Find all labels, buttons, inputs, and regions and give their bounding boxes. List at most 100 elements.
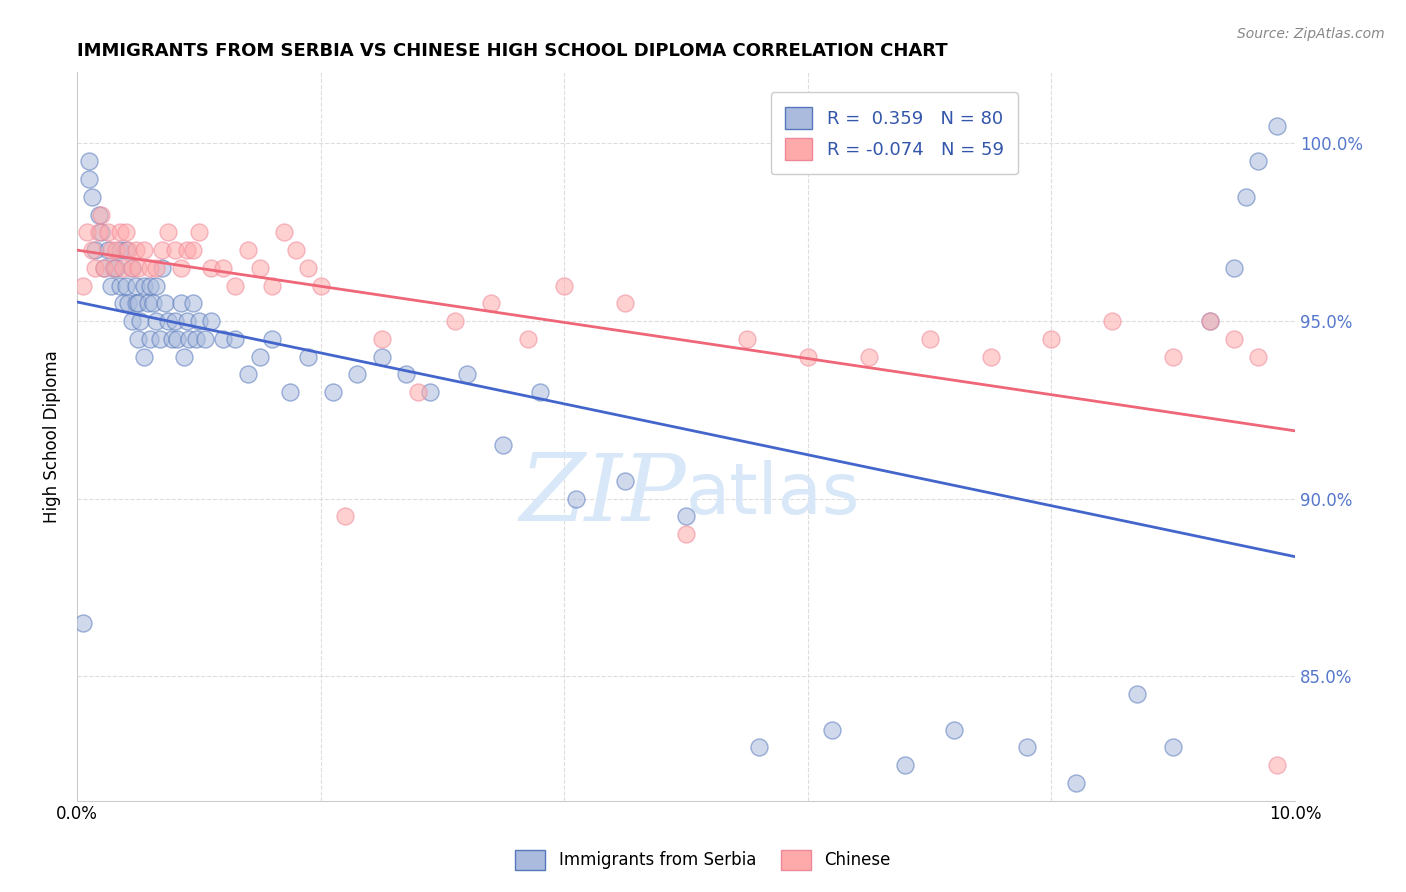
Point bbox=[333, 509, 356, 524]
Point bbox=[1040, 332, 1063, 346]
Point bbox=[108, 278, 131, 293]
Point bbox=[84, 260, 107, 275]
Point bbox=[194, 332, 217, 346]
Point bbox=[186, 332, 208, 346]
Point bbox=[212, 332, 235, 346]
Point bbox=[370, 350, 392, 364]
Point bbox=[105, 243, 128, 257]
Point bbox=[77, 172, 100, 186]
Point bbox=[105, 260, 128, 275]
Point bbox=[260, 278, 283, 293]
Point bbox=[443, 314, 465, 328]
Point bbox=[153, 296, 176, 310]
Point bbox=[80, 190, 103, 204]
Point bbox=[173, 350, 195, 364]
Point bbox=[278, 385, 301, 400]
Point bbox=[297, 350, 319, 364]
Point bbox=[169, 260, 191, 275]
Text: IMMIGRANTS FROM SERBIA VS CHINESE HIGH SCHOOL DIPLOMA CORRELATION CHART: IMMIGRANTS FROM SERBIA VS CHINESE HIGH S… bbox=[77, 42, 948, 60]
Point bbox=[121, 260, 143, 275]
Point bbox=[492, 438, 515, 452]
Point bbox=[797, 350, 820, 364]
Point bbox=[1101, 314, 1123, 328]
Point bbox=[132, 350, 155, 364]
Point bbox=[675, 527, 697, 541]
Point bbox=[121, 314, 143, 328]
Point bbox=[163, 314, 186, 328]
Point bbox=[1265, 119, 1288, 133]
Point bbox=[87, 207, 110, 221]
Point bbox=[1198, 314, 1220, 328]
Legend: R =  0.359   N = 80, R = -0.074   N = 59: R = 0.359 N = 80, R = -0.074 N = 59 bbox=[770, 93, 1018, 174]
Text: atlas: atlas bbox=[686, 460, 860, 529]
Text: ZIP: ZIP bbox=[519, 450, 686, 540]
Point bbox=[273, 225, 295, 239]
Point bbox=[157, 225, 180, 239]
Point bbox=[479, 296, 502, 310]
Point bbox=[1223, 260, 1246, 275]
Point bbox=[176, 243, 198, 257]
Point bbox=[1223, 332, 1246, 346]
Point bbox=[249, 350, 271, 364]
Point bbox=[149, 332, 172, 346]
Point bbox=[139, 260, 162, 275]
Point bbox=[129, 314, 152, 328]
Point bbox=[145, 278, 167, 293]
Point bbox=[614, 296, 637, 310]
Point bbox=[894, 758, 917, 772]
Point bbox=[236, 368, 259, 382]
Point bbox=[96, 243, 118, 257]
Point bbox=[103, 260, 125, 275]
Point bbox=[127, 260, 149, 275]
Point bbox=[181, 243, 204, 257]
Point bbox=[176, 314, 198, 328]
Point bbox=[139, 332, 162, 346]
Point bbox=[529, 385, 551, 400]
Point bbox=[236, 243, 259, 257]
Point bbox=[72, 278, 94, 293]
Point bbox=[121, 260, 143, 275]
Point bbox=[1064, 776, 1087, 790]
Point bbox=[1161, 350, 1184, 364]
Point bbox=[187, 314, 209, 328]
Point bbox=[145, 260, 167, 275]
Point bbox=[90, 207, 112, 221]
Point bbox=[124, 243, 146, 257]
Point bbox=[139, 278, 162, 293]
Point bbox=[150, 260, 173, 275]
Point bbox=[87, 225, 110, 239]
Point bbox=[142, 296, 165, 310]
Point bbox=[346, 368, 368, 382]
Point bbox=[1234, 190, 1257, 204]
Point bbox=[309, 278, 332, 293]
Point bbox=[166, 332, 188, 346]
Point bbox=[93, 260, 115, 275]
Point bbox=[150, 243, 173, 257]
Point bbox=[127, 296, 149, 310]
Point bbox=[132, 278, 155, 293]
Point bbox=[821, 723, 844, 737]
Point bbox=[108, 225, 131, 239]
Point bbox=[80, 243, 103, 257]
Point bbox=[187, 225, 209, 239]
Point bbox=[124, 296, 146, 310]
Point bbox=[224, 332, 246, 346]
Point bbox=[1247, 350, 1270, 364]
Point bbox=[370, 332, 392, 346]
Point bbox=[90, 225, 112, 239]
Point bbox=[735, 332, 758, 346]
Point bbox=[224, 278, 246, 293]
Point bbox=[419, 385, 441, 400]
Point bbox=[260, 332, 283, 346]
Point bbox=[1015, 740, 1038, 755]
Point bbox=[76, 225, 98, 239]
Point bbox=[249, 260, 271, 275]
Point bbox=[108, 243, 131, 257]
Point bbox=[114, 225, 136, 239]
Point bbox=[163, 243, 186, 257]
Point bbox=[200, 260, 222, 275]
Text: Source: ZipAtlas.com: Source: ZipAtlas.com bbox=[1237, 27, 1385, 41]
Point bbox=[169, 296, 191, 310]
Point bbox=[285, 243, 308, 257]
Point bbox=[516, 332, 538, 346]
